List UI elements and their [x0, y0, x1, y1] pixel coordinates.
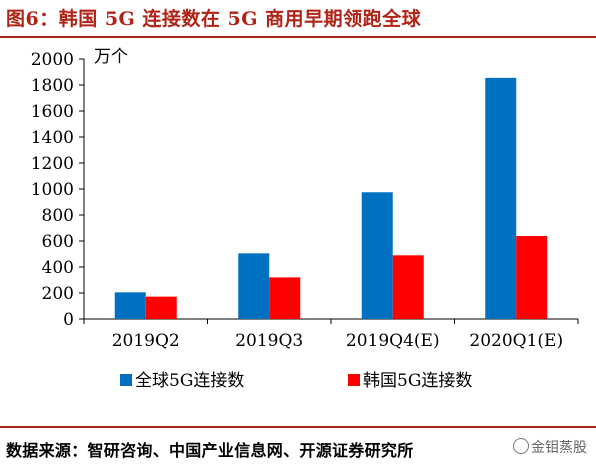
bar-global	[114, 292, 146, 319]
bar-korea	[269, 277, 301, 319]
y-tick-label: 1600	[31, 102, 74, 122]
y-tick-label: 1400	[31, 128, 74, 148]
legend-swatch	[120, 374, 132, 386]
y-tick-label: 800	[42, 206, 74, 226]
x-axis: 2019Q2 2019Q3 2019Q4(E) 2020Q1(E)	[83, 318, 579, 351]
source-note: 数据来源：智研咨询、中国产业信息网、开源证券研究所	[6, 441, 414, 460]
title-bar: 图6：韩国 5G 连接数在 5G 商用早期领跑全球	[0, 0, 596, 38]
bar-korea	[392, 255, 424, 319]
watermark-text: 金钼蒸股	[531, 440, 587, 456]
y-tick-label: 0	[63, 310, 74, 330]
wechat-icon	[513, 438, 529, 454]
bar-series	[114, 77, 548, 319]
y-tick-label: 600	[42, 232, 74, 252]
y-tick-label: 400	[42, 258, 74, 278]
bar-global	[238, 253, 270, 319]
y-tick-label: 1200	[31, 154, 74, 174]
legend-label: 韩国5G连接数	[363, 371, 472, 391]
bar-global	[485, 77, 517, 319]
y-tick-label: 2000	[31, 50, 74, 70]
y-tick-label: 1000	[31, 180, 74, 200]
y-tick-label: 200	[42, 284, 74, 304]
chart-legend: 全球5G连接数 韩国5G连接数	[120, 371, 472, 391]
y-unit-label: 万个	[94, 47, 128, 67]
footer: 数据来源：智研咨询、中国产业信息网、开源证券研究所 金钼蒸股	[0, 426, 596, 468]
x-tick-label: 2019Q2	[112, 331, 180, 351]
x-tick-label: 2019Q4(E)	[346, 331, 440, 351]
bar-global	[361, 192, 393, 319]
chart-area: 0 200 400 600 800 1000 1200 1400 1600 1800 2000 20…	[0, 38, 596, 430]
x-tick-label: 2020Q1(E)	[469, 331, 563, 351]
page-title: 图6：韩国 5G 连接数在 5G 商用早期领跑全球	[6, 8, 422, 30]
watermark: 金钼蒸股	[510, 436, 590, 458]
bar-chart: 0 200 400 600 800 1000 1200 1400 1600 1800 2000 20…	[31, 47, 579, 391]
y-tick-label: 1800	[31, 76, 74, 96]
legend-swatch	[348, 374, 360, 386]
legend-label: 全球5G连接数	[135, 371, 244, 391]
bar-korea	[145, 296, 177, 319]
x-tick-label: 2019Q3	[235, 331, 303, 351]
y-axis: 0 200 400 600 800 1000 1200 1400 1600 1800 2000	[31, 50, 85, 330]
bar-korea	[516, 236, 548, 319]
